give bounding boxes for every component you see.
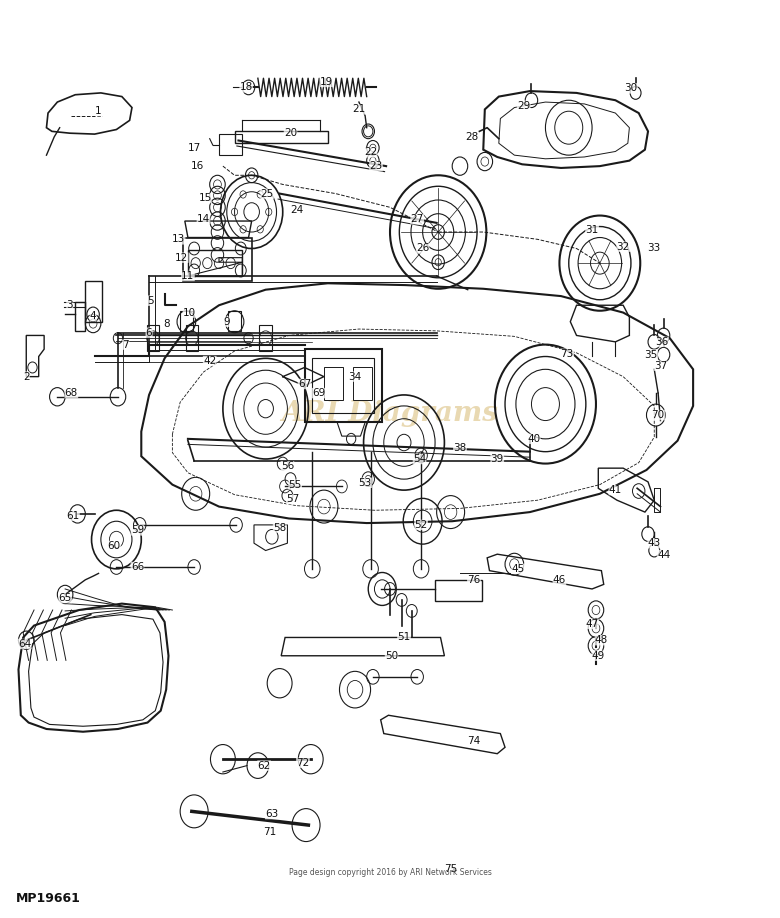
Text: 63: 63: [265, 809, 278, 819]
Text: Page design copyright 2016 by ARI Network Services: Page design copyright 2016 by ARI Networ…: [289, 868, 491, 878]
Text: 54: 54: [413, 454, 426, 464]
Text: 76: 76: [467, 575, 480, 585]
Text: 39: 39: [491, 454, 504, 464]
Text: 17: 17: [187, 143, 200, 152]
Text: 50: 50: [385, 651, 398, 661]
Text: 1: 1: [95, 106, 102, 117]
Text: 15: 15: [198, 193, 211, 203]
Text: 49: 49: [592, 651, 605, 661]
Text: 16: 16: [190, 162, 204, 171]
Text: 65: 65: [58, 593, 72, 603]
Text: 31: 31: [586, 225, 599, 235]
Text: 61: 61: [66, 510, 80, 521]
Text: 25: 25: [261, 188, 274, 198]
Text: 51: 51: [397, 633, 410, 643]
Text: 68: 68: [65, 388, 78, 398]
Text: MP19661: MP19661: [16, 891, 80, 905]
Text: 29: 29: [517, 101, 530, 111]
Text: 72: 72: [296, 758, 310, 767]
Bar: [353, 367, 372, 399]
Text: 21: 21: [353, 105, 366, 115]
Text: 40: 40: [527, 434, 541, 444]
Text: 75: 75: [444, 864, 457, 874]
Text: 38: 38: [453, 443, 466, 453]
Text: 44: 44: [657, 550, 670, 560]
Bar: [147, 325, 159, 351]
Text: 74: 74: [467, 736, 480, 746]
Text: 70: 70: [651, 410, 665, 420]
Text: 33: 33: [647, 243, 661, 253]
Text: 73: 73: [561, 349, 574, 359]
Text: 23: 23: [370, 162, 383, 171]
Text: 9: 9: [224, 317, 230, 327]
Text: 46: 46: [553, 575, 566, 585]
Text: 43: 43: [647, 538, 661, 548]
Bar: [324, 367, 343, 399]
Bar: [180, 310, 193, 330]
Text: 35: 35: [644, 350, 658, 360]
Text: 20: 20: [284, 129, 297, 139]
Text: 62: 62: [257, 761, 271, 770]
Text: 34: 34: [349, 372, 362, 382]
Text: 6: 6: [146, 328, 152, 338]
Text: 37: 37: [654, 361, 667, 371]
Text: 64: 64: [18, 639, 31, 649]
Text: 27: 27: [410, 214, 424, 224]
Text: 58: 58: [273, 522, 286, 532]
Text: 12: 12: [175, 252, 188, 263]
Text: 11: 11: [181, 271, 194, 281]
Text: 66: 66: [131, 562, 144, 572]
Text: 5: 5: [147, 296, 154, 306]
Text: 13: 13: [172, 234, 185, 244]
Text: 8: 8: [164, 319, 170, 329]
Text: 47: 47: [586, 619, 599, 629]
Text: 36: 36: [655, 337, 668, 347]
Text: 22: 22: [364, 148, 378, 157]
Text: 48: 48: [595, 635, 608, 645]
Text: 69: 69: [312, 388, 325, 398]
Text: 57: 57: [286, 494, 300, 504]
Text: 30: 30: [624, 84, 637, 94]
Text: 4: 4: [90, 311, 97, 321]
Text: ARI Diagrams: ARI Diagrams: [282, 399, 498, 427]
Text: 55: 55: [289, 479, 302, 489]
Text: 26: 26: [416, 243, 429, 253]
Text: 52: 52: [414, 520, 427, 530]
Text: 24: 24: [290, 205, 303, 215]
Text: 32: 32: [616, 241, 629, 252]
Text: 28: 28: [465, 132, 478, 142]
Text: 71: 71: [263, 827, 276, 837]
Text: 10: 10: [183, 308, 196, 318]
Text: 3: 3: [66, 300, 73, 310]
Text: 19: 19: [320, 77, 333, 87]
Bar: [186, 325, 198, 351]
Bar: [260, 325, 272, 351]
Text: 53: 53: [359, 477, 372, 487]
Text: 59: 59: [131, 525, 144, 535]
Text: 14: 14: [197, 214, 210, 224]
Text: 45: 45: [512, 564, 525, 574]
Bar: [229, 310, 241, 330]
Text: 67: 67: [298, 379, 311, 389]
Text: 56: 56: [281, 462, 294, 471]
Text: 2: 2: [23, 372, 30, 382]
Text: 42: 42: [203, 356, 216, 366]
Text: 60: 60: [108, 541, 121, 551]
Text: 41: 41: [608, 485, 622, 495]
Text: 18: 18: [239, 83, 253, 93]
Text: 7: 7: [122, 340, 129, 350]
